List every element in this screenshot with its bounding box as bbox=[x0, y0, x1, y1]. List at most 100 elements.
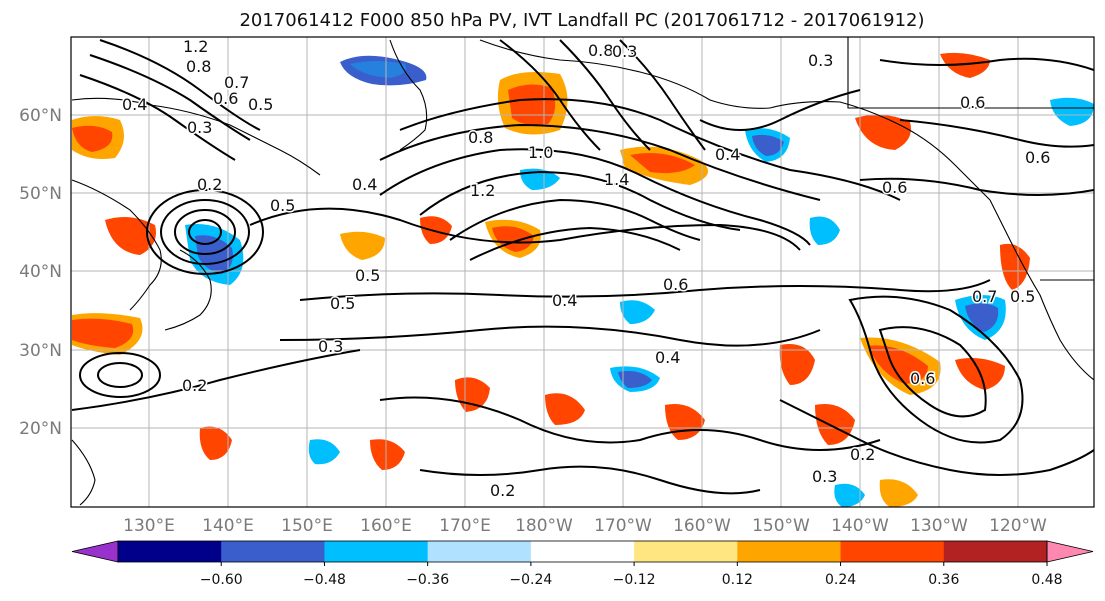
contour-line bbox=[299, 279, 991, 301]
colorbar-segment bbox=[221, 541, 325, 562]
negative-anomaly-patch bbox=[350, 61, 406, 78]
longitude-label: 140°E bbox=[202, 516, 254, 536]
contour-label: 0.5 bbox=[248, 95, 273, 114]
colorbar-segment bbox=[634, 541, 738, 562]
contour-label: 0.5 bbox=[1010, 287, 1035, 306]
positive-anomaly-patch bbox=[1000, 243, 1030, 290]
latitude-label: 30°N bbox=[19, 341, 62, 361]
contour-line bbox=[399, 98, 901, 201]
longitude-label: 160°W bbox=[673, 516, 731, 536]
coastline bbox=[164, 249, 212, 331]
border-line bbox=[847, 37, 1094, 109]
figure-title: 2017061412 F000 850 hPa PV, IVT Landfall… bbox=[239, 10, 924, 31]
positive-anomaly-patch bbox=[508, 84, 556, 126]
longitude-label: 150°E bbox=[281, 516, 333, 536]
longitude-label: 120°W bbox=[989, 516, 1047, 536]
latitude-label: 50°N bbox=[19, 184, 62, 204]
positive-anomaly-patch bbox=[779, 344, 815, 385]
latitude-labels: 60°N 50°N 40°N 30°N 20°N bbox=[19, 106, 62, 439]
colorbar: −0.60 −0.48 −0.36 −0.24 −0.12 0.12 0.24 0.36 0.4… bbox=[71, 540, 1094, 588]
contour-label: 0.3 bbox=[612, 42, 637, 61]
contour-line bbox=[99, 39, 261, 131]
positive-anomaly-patch bbox=[340, 231, 385, 260]
contour-labels: 1.2 0.8 0.7 0.6 0.5 0.4 0.3 0.2 0.5 0.4 … bbox=[121, 37, 1052, 502]
positive-anomaly-patch bbox=[868, 345, 928, 384]
longitude-label: 130°W bbox=[910, 516, 968, 536]
contour-line bbox=[97, 362, 143, 388]
longitude-labels: 130°E 140°E 150°E 160°E 170°E 180°W 170°W 160°W… bbox=[123, 516, 1047, 536]
contour-label: 0.4 bbox=[122, 95, 147, 114]
contour-line bbox=[174, 209, 236, 255]
contour-line bbox=[559, 39, 651, 151]
contour-line bbox=[89, 54, 251, 141]
pv-contours bbox=[71, 39, 1094, 495]
graticule bbox=[71, 37, 1094, 507]
contour-line bbox=[146, 189, 264, 275]
colorbar-tick-label: 0.36 bbox=[928, 572, 959, 588]
contour-line bbox=[79, 352, 161, 398]
positive-anomaly-patch bbox=[72, 318, 134, 348]
latitude-label: 40°N bbox=[19, 262, 62, 282]
contour-line bbox=[469, 226, 681, 261]
negative-anomaly-patch bbox=[752, 134, 784, 156]
contour-label: 0.8 bbox=[588, 41, 613, 60]
contour-label: 0.5 bbox=[270, 196, 295, 215]
colorbar-segment bbox=[943, 541, 1048, 562]
colorbar-extend-high bbox=[1046, 540, 1094, 563]
longitude-label: 150°W bbox=[752, 516, 810, 536]
negative-anomaly-patch bbox=[809, 216, 840, 245]
coastlines bbox=[71, 37, 1094, 506]
contour-label: 1.2 bbox=[470, 181, 495, 200]
contour-label: 0.3 bbox=[187, 118, 212, 137]
longitude-label: 130°E bbox=[123, 516, 175, 536]
colorbar-segment bbox=[427, 541, 532, 562]
contour-line bbox=[779, 399, 1094, 476]
positive-anomaly-patch bbox=[879, 479, 918, 507]
longitude-label: 170°W bbox=[594, 516, 652, 536]
contour-label: 0.3 bbox=[808, 51, 833, 70]
colorbar-segment bbox=[737, 541, 842, 562]
contour-label: 0.8 bbox=[468, 128, 493, 147]
contour-line bbox=[249, 207, 801, 251]
coastline bbox=[389, 39, 428, 151]
positive-anomaly-patch bbox=[492, 226, 534, 252]
coastline bbox=[71, 179, 162, 311]
contour-line bbox=[79, 74, 236, 161]
contour-label: 0.6 bbox=[213, 89, 238, 108]
contour-label: 0.4 bbox=[352, 175, 377, 194]
latitude-label: 20°N bbox=[19, 419, 62, 439]
contour-line bbox=[878, 326, 987, 418]
map-panel: 1.2 0.8 0.7 0.6 0.5 0.4 0.3 0.2 0.5 0.4 … bbox=[70, 36, 1095, 508]
contour-label: 1.4 bbox=[604, 170, 629, 189]
longitude-label: 170°E bbox=[439, 516, 491, 536]
contour-label: 0.6 bbox=[882, 178, 907, 197]
map-frame bbox=[70, 36, 1095, 508]
negative-anomaly-patch bbox=[308, 439, 340, 465]
negative-anomaly-patch bbox=[1050, 97, 1094, 126]
coastline bbox=[479, 39, 771, 109]
contour-line bbox=[419, 170, 741, 231]
contour-line bbox=[859, 177, 1094, 196]
positive-anomaly-patch bbox=[940, 52, 990, 78]
pv-shading bbox=[72, 52, 1094, 507]
contour-line bbox=[899, 119, 1094, 148]
negative-anomaly-patch bbox=[834, 483, 865, 507]
contour-line bbox=[379, 396, 881, 451]
contour-label: 0.7 bbox=[972, 287, 997, 306]
longitude-label: 180°W bbox=[515, 516, 573, 536]
colorbar-frame bbox=[117, 540, 1048, 563]
colorbar-segment bbox=[118, 541, 222, 562]
contour-label: 0.3 bbox=[812, 467, 837, 486]
negative-anomaly-patch bbox=[340, 55, 427, 86]
colorbar-tick-label: −0.60 bbox=[200, 572, 243, 588]
contour-label: 0.6 bbox=[960, 93, 985, 112]
contour-label: 0.7 bbox=[224, 73, 249, 92]
positive-anomaly-patch bbox=[370, 439, 405, 470]
contour-line bbox=[619, 39, 706, 151]
contour-label: 0.5 bbox=[330, 294, 355, 313]
contour-line bbox=[699, 89, 861, 131]
contour-label: 0.6 bbox=[910, 369, 935, 388]
negative-anomaly-patch bbox=[618, 371, 652, 388]
coastline bbox=[769, 101, 991, 201]
